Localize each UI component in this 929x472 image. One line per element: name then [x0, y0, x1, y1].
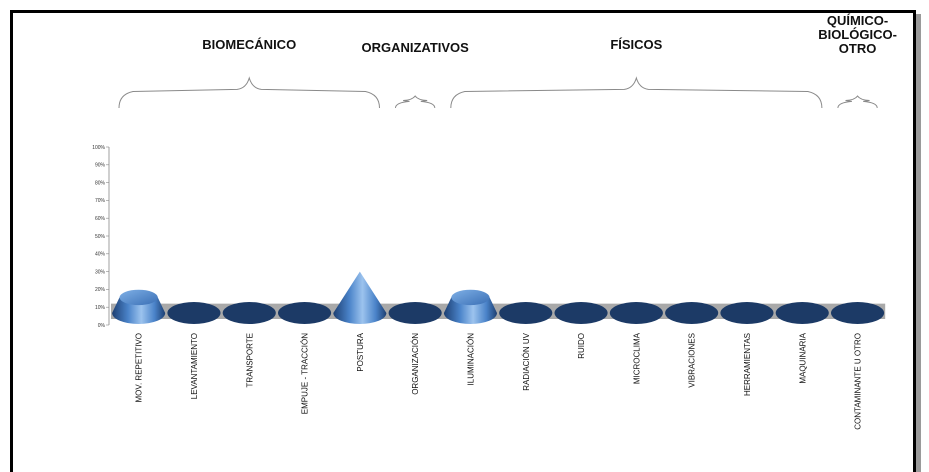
y-tick-label: 20% [95, 287, 106, 293]
cone-base-mark [278, 302, 332, 324]
cone-base-mark [831, 302, 885, 324]
category-label: ORGANIZACIÓN [411, 333, 420, 395]
cone-mark [443, 297, 497, 324]
cone-base-mark [720, 302, 774, 324]
cone-mark [112, 297, 166, 324]
category-label: MICROCLIMA [632, 332, 641, 384]
category-label: RADIACIÓN UV [522, 332, 531, 390]
y-tick-label: 70% [95, 198, 106, 204]
cone-base-mark [775, 302, 829, 324]
group-label: FÍSICOS [610, 37, 662, 52]
group-label: QUÍMICO-BIOLÓGICO-OTRO [818, 13, 897, 56]
category-label: MOV. REPETITIVO [135, 333, 144, 403]
group-label: BIOMECÁNICO [202, 37, 296, 52]
cone-top [451, 289, 490, 306]
y-tick-label: 30% [95, 269, 106, 275]
y-tick-label: 0% [98, 323, 106, 329]
y-tick-label: 80% [95, 180, 106, 186]
category-label: LEVANTAMIENTO [190, 333, 199, 399]
cone-base-mark [609, 302, 663, 324]
category-label: CONTAMINANTE U OTRO [854, 333, 863, 430]
category-label: HERRAMIENTAS [743, 333, 752, 396]
group-brace [395, 95, 436, 109]
cone-base-mark [554, 302, 608, 324]
category-label: EMPUJE - TRACCIÓN [301, 333, 310, 414]
y-tick-label: 50% [95, 234, 106, 240]
group-label: ORGANIZATIVOS [361, 40, 469, 55]
y-tick-label: 90% [95, 163, 106, 169]
group-brace [118, 76, 380, 109]
category-label: TRANSPORTE [245, 333, 254, 388]
chart-frame [10, 10, 916, 472]
y-tick-label: 10% [95, 305, 106, 311]
cone-mark [333, 271, 387, 324]
group-brace [450, 76, 823, 109]
category-label: ILUMINACIÓN [466, 333, 475, 386]
category-label: POSTURA [356, 332, 365, 371]
cone-base-mark [222, 302, 276, 324]
category-label: MAQUINARIA [798, 332, 807, 383]
y-tick-label: 60% [95, 216, 106, 222]
cone-base-mark [388, 302, 442, 324]
cone-base-mark [167, 302, 221, 324]
group-brace [837, 95, 878, 109]
cone-base-mark [665, 302, 719, 324]
frame-shadow [916, 14, 921, 472]
cone-base-mark [499, 302, 553, 324]
cone-top [119, 289, 158, 306]
y-tick-label: 100% [92, 145, 105, 151]
y-tick-label: 40% [95, 252, 106, 258]
category-label: VIBRACIONES [688, 333, 697, 388]
category-label: RUIDO [577, 333, 586, 359]
